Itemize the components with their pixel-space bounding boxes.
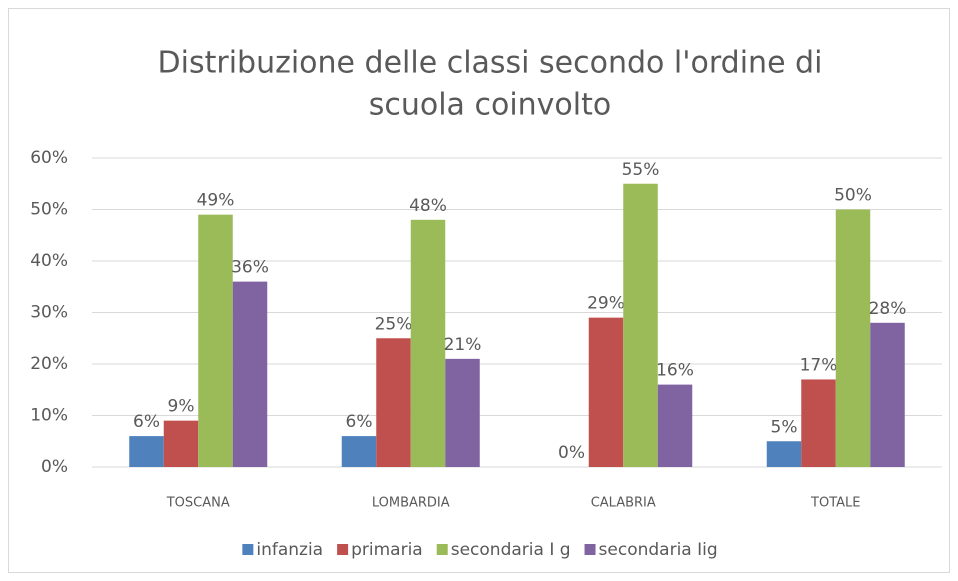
data-label: 0% — [558, 443, 585, 463]
legend-swatch — [584, 544, 596, 555]
bar — [801, 379, 836, 467]
y-tick-label: 10% — [30, 406, 68, 426]
y-tick-label: 50% — [30, 200, 68, 220]
bar — [341, 436, 377, 467]
data-label: 6% — [346, 412, 373, 432]
data-label: 17% — [800, 355, 838, 375]
y-tick-label: 60% — [30, 148, 68, 168]
x-tick-label: CALABRIA — [591, 496, 656, 511]
data-label: 50% — [834, 186, 872, 206]
bar — [657, 384, 693, 467]
data-label: 25% — [375, 314, 413, 334]
bar — [163, 420, 199, 467]
chart-border — [8, 8, 950, 573]
y-tick-label: 30% — [30, 303, 68, 323]
bar — [129, 436, 164, 467]
legend-label: secondaria Iig — [599, 540, 718, 560]
y-tick-label: 40% — [30, 251, 68, 271]
y-tick-label: 0% — [41, 457, 68, 477]
y-tick-label: 20% — [30, 354, 68, 374]
legend-label: primaria — [351, 540, 423, 560]
data-label: 49% — [197, 191, 235, 211]
x-tick-label: TOSCANA — [166, 496, 230, 511]
legend-label: infanzia — [256, 540, 323, 560]
x-tick-label: LOMBARDIA — [372, 496, 450, 511]
data-label: 36% — [231, 258, 269, 278]
legend-label: secondaria I g — [451, 540, 571, 560]
legend-swatch — [436, 544, 448, 555]
data-label: 5% — [771, 417, 798, 437]
legend-swatch — [337, 544, 349, 555]
bar — [410, 219, 446, 467]
bar — [766, 441, 802, 467]
bar — [232, 281, 268, 467]
bar — [376, 338, 411, 467]
chart-title: scuola coinvolto — [369, 88, 612, 123]
data-label: 48% — [409, 196, 447, 216]
bar — [835, 209, 871, 467]
chart-title: Distribuzione delle classi secondo l'ord… — [158, 46, 823, 81]
legend-swatch — [242, 544, 254, 555]
data-label: 55% — [622, 160, 660, 180]
data-label: 29% — [587, 294, 625, 314]
bar — [623, 183, 658, 467]
data-label: 28% — [869, 299, 907, 319]
data-label: 21% — [444, 335, 482, 355]
bar — [445, 358, 480, 467]
data-label: 6% — [133, 412, 160, 432]
bar — [588, 317, 624, 467]
data-label: 16% — [656, 361, 694, 381]
bar — [198, 214, 233, 467]
data-label: 9% — [168, 397, 195, 417]
x-tick-label: TOTALE — [810, 496, 860, 511]
bar — [870, 322, 905, 467]
